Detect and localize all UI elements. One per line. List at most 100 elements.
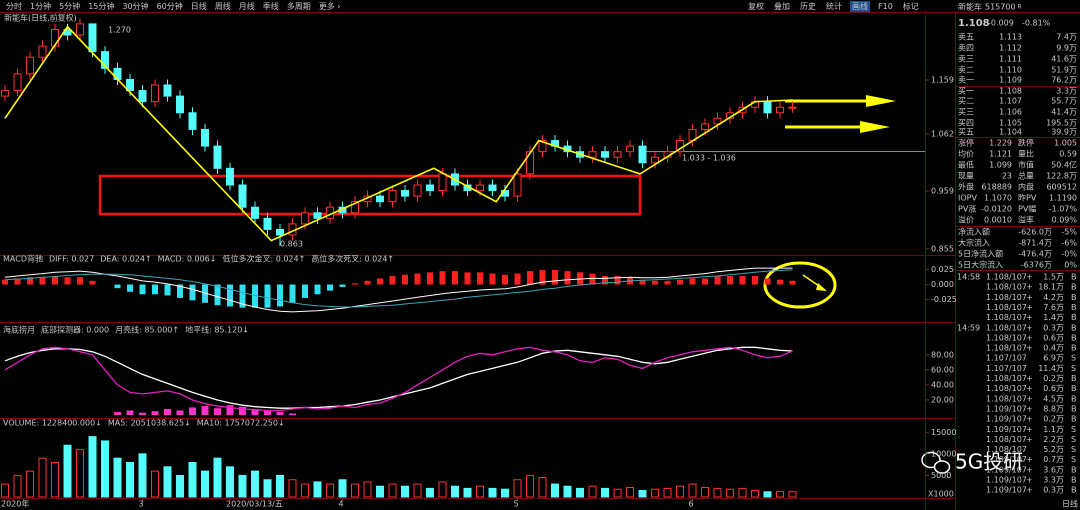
volume-bar bbox=[713, 487, 722, 498]
trade-side: S bbox=[1071, 425, 1076, 434]
macd-bar bbox=[764, 278, 771, 285]
toolbar-button[interactable]: 标记 bbox=[903, 1, 919, 11]
toolbar-tab[interactable]: 1分钟 bbox=[30, 1, 51, 11]
toolbar-button[interactable]: 叠加 bbox=[774, 1, 790, 11]
macd-bar bbox=[114, 284, 121, 289]
trade-direction: + bbox=[1026, 374, 1033, 383]
legend-item: 月亮线: 85.000↑ bbox=[115, 325, 179, 335]
legend-item: MA5: 2051038.625↓ bbox=[108, 419, 191, 428]
toolbar-tab[interactable]: 季线 bbox=[263, 1, 279, 11]
watermark: 5G投研 bbox=[921, 450, 1023, 474]
macd-bar bbox=[752, 276, 758, 285]
trade-price: 1.109/107 bbox=[986, 455, 1027, 464]
toolbar-tab[interactable]: 5分钟 bbox=[59, 1, 80, 11]
candle-body bbox=[526, 151, 534, 175]
macd-bar bbox=[664, 280, 671, 285]
toolbar-button[interactable]: 统计 bbox=[826, 1, 842, 11]
trade-side: B bbox=[1071, 293, 1077, 302]
flow-value: -626.0万 bbox=[1018, 228, 1052, 237]
volume-bar bbox=[688, 483, 697, 498]
candle-body bbox=[188, 112, 197, 130]
volume-bar bbox=[788, 491, 797, 498]
trade-volume: 0.6万 bbox=[1043, 333, 1064, 342]
volume-bar bbox=[63, 444, 72, 498]
volume-bar bbox=[463, 487, 472, 498]
volume-bar bbox=[301, 483, 309, 498]
toolbar-tab[interactable]: 分时 bbox=[6, 1, 22, 11]
indicator-bar bbox=[251, 408, 259, 415]
toolbar-button[interactable]: 复权 bbox=[748, 1, 764, 11]
legend-item: VOLUME: 1228400.000↓ bbox=[3, 419, 102, 428]
trade-time: 14:58 bbox=[957, 273, 980, 282]
candle-body bbox=[413, 184, 422, 197]
macd-bar bbox=[452, 271, 458, 285]
stat-label: 总量 bbox=[1018, 171, 1034, 181]
order-volume: 9.9万 bbox=[1056, 44, 1077, 53]
y-tick-label: -0.025 bbox=[931, 295, 957, 304]
macd-bar bbox=[264, 284, 271, 308]
order-label: 卖四 bbox=[958, 44, 974, 53]
indicator-bar bbox=[214, 408, 221, 415]
volume-bar bbox=[338, 479, 347, 498]
order-volume: 39.9万 bbox=[1051, 128, 1077, 137]
macd-bar bbox=[389, 276, 396, 285]
candle-body bbox=[13, 73, 22, 92]
stat-label: 最低 bbox=[958, 160, 974, 170]
order-price: 1.107 bbox=[999, 97, 1022, 106]
indicator-bar bbox=[126, 410, 134, 415]
indicator-bar bbox=[189, 407, 196, 415]
order-label: 买三 bbox=[958, 108, 974, 117]
trade-price: 1.109/107 bbox=[986, 415, 1027, 424]
toolbar-tab[interactable]: 60分钟 bbox=[157, 1, 183, 11]
trade-side: B bbox=[1071, 415, 1077, 424]
y-tick-label: 1.062 bbox=[931, 129, 954, 138]
volume-bar bbox=[26, 470, 34, 498]
macd-bar bbox=[339, 284, 346, 287]
toolbar-tab[interactable]: 周线 bbox=[215, 1, 231, 11]
unit-label: X1000 bbox=[928, 490, 954, 499]
stock-flag: R bbox=[1018, 4, 1022, 11]
trade-side: B bbox=[1071, 404, 1077, 413]
annotation: 1.270 bbox=[108, 26, 131, 35]
macd-bar bbox=[464, 272, 471, 285]
candle-body bbox=[113, 67, 122, 80]
trade-volume: 7.6万 bbox=[1043, 303, 1064, 312]
macd-bar bbox=[327, 284, 333, 291]
trade-direction: + bbox=[1026, 293, 1033, 302]
trade-price: 1.108/107 bbox=[986, 303, 1027, 312]
legend-item: MACD背驰 bbox=[3, 254, 43, 264]
order-price: 1.108 bbox=[999, 87, 1022, 96]
stat-label: PV涨 bbox=[958, 204, 976, 214]
annotation: 0.863 bbox=[280, 240, 303, 249]
trade-direction: + bbox=[1026, 313, 1033, 322]
stat-value: 0.59 bbox=[1059, 150, 1077, 159]
order-label: 卖二 bbox=[958, 66, 974, 75]
candle-body bbox=[201, 128, 209, 147]
toolbar-tab[interactable]: 15分钟 bbox=[88, 1, 114, 11]
trade-side: B bbox=[1071, 333, 1077, 342]
macd-bar bbox=[377, 278, 383, 285]
toolbar-button[interactable]: F10 bbox=[878, 2, 893, 11]
candle-body bbox=[513, 173, 522, 197]
toolbar-tab[interactable]: 月线 bbox=[239, 1, 255, 11]
toolbar-tab[interactable]: 多周期 bbox=[287, 1, 311, 11]
legend-item: 海底捞月 bbox=[3, 325, 35, 335]
stat-value: 0.0010 bbox=[984, 216, 1012, 225]
toolbar-tab[interactable]: 30分钟 bbox=[122, 1, 148, 11]
toolbar-button[interactable]: 画线 bbox=[852, 1, 868, 11]
macd-bar bbox=[189, 284, 196, 301]
volume-bar bbox=[426, 487, 434, 498]
indicator-line bbox=[4, 346, 793, 412]
volume-bar bbox=[613, 488, 622, 498]
toolbar-button[interactable]: 历史 bbox=[800, 1, 816, 11]
trade-price: 1.108/107 bbox=[986, 323, 1027, 332]
candle-body bbox=[88, 23, 97, 53]
volume-bar bbox=[313, 481, 322, 498]
toolbar-tab[interactable]: 更多 › bbox=[319, 1, 341, 11]
volume-bar bbox=[213, 457, 222, 498]
macd-bar bbox=[777, 279, 783, 285]
toolbar-active bbox=[850, 1, 870, 12]
toolbar-tab[interactable]: 日线 bbox=[191, 1, 207, 11]
y-tick-label: 0.959 bbox=[931, 187, 954, 196]
x-tick-label: 2020年 bbox=[1, 499, 29, 509]
